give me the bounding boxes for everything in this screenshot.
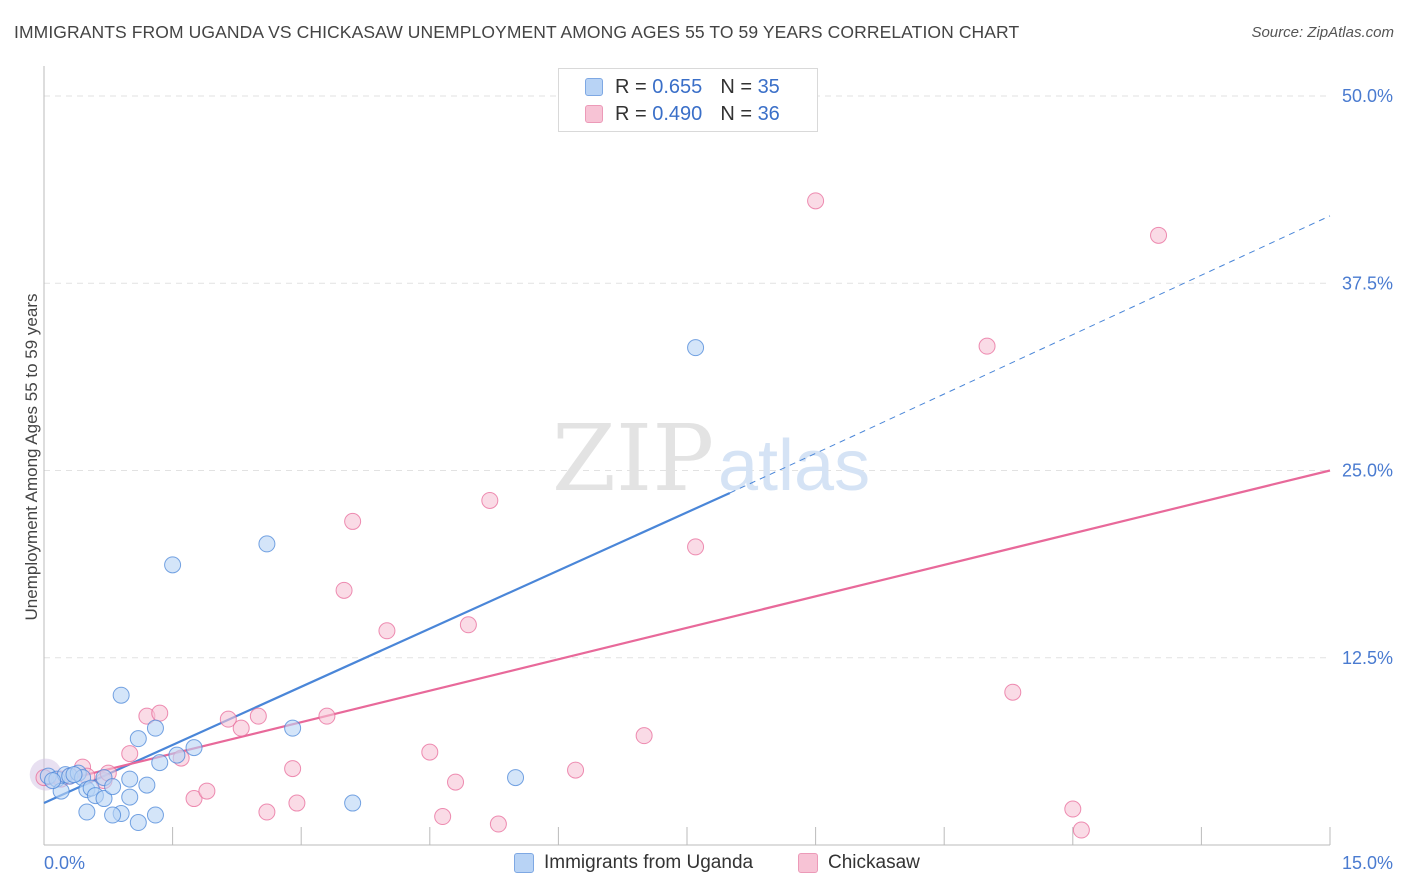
- data-point-uganda: [104, 806, 122, 824]
- data-point-chickasaw: [284, 760, 302, 778]
- data-point-chickasaw: [335, 581, 353, 599]
- data-point-chickasaw: [567, 761, 585, 779]
- legend-r-label: R =: [615, 102, 647, 125]
- data-point-uganda: [258, 535, 276, 553]
- trend-line-chickasaw: [43, 469, 1331, 787]
- bottom-legend-chickasaw: Chickasaw: [798, 852, 920, 874]
- legend-r-value: 0.655: [652, 75, 703, 98]
- axes: [43, 66, 1331, 846]
- data-point-uganda: [687, 339, 705, 357]
- data-point-uganda: [78, 803, 96, 821]
- data-point-chickasaw: [635, 727, 653, 745]
- legend-n-label: N =: [720, 102, 752, 125]
- data-point-chickasaw: [249, 707, 267, 725]
- legend-row-chickasaw: R = 0.490 N = 36: [585, 101, 780, 127]
- data-point-chickasaw: [1064, 800, 1082, 818]
- legend-n-value: 36: [757, 102, 780, 125]
- data-point-uganda: [164, 556, 182, 574]
- watermark: ZIP atlas: [552, 405, 870, 512]
- watermark-atlas: atlas: [718, 426, 870, 506]
- data-point-chickasaw: [185, 790, 203, 808]
- data-point-uganda: [185, 739, 203, 757]
- data-point-uganda: [44, 772, 62, 790]
- trend-line-uganda: [43, 491, 731, 805]
- data-point-uganda: [146, 806, 164, 824]
- data-point-uganda: [121, 788, 139, 806]
- legend-row-uganda: R = 0.655 N = 35: [585, 74, 780, 100]
- y-tick-label: 12.5%: [1342, 648, 1393, 668]
- data-point-uganda: [129, 814, 147, 832]
- data-point-chickasaw: [434, 808, 452, 826]
- data-point-uganda: [65, 766, 83, 784]
- legend-n-label: N =: [720, 75, 752, 98]
- data-point-uganda: [138, 776, 156, 794]
- data-point-chickasaw: [1004, 683, 1022, 701]
- y-tick-label: 37.5%: [1342, 273, 1393, 293]
- chart-title: IMMIGRANTS FROM UGANDA VS CHICKASAW UNEM…: [14, 22, 1020, 42]
- legend-r-label: R =: [615, 75, 647, 98]
- data-point-chickasaw: [447, 773, 465, 791]
- data-point-uganda: [151, 754, 169, 772]
- data-point-uganda: [95, 790, 113, 808]
- data-point-uganda: [112, 686, 130, 704]
- data-point-chickasaw: [1072, 821, 1090, 839]
- data-point-chickasaw: [288, 794, 306, 812]
- bottom-legend-swatch-uganda: [514, 853, 534, 873]
- data-point-uganda: [344, 794, 362, 812]
- tick-labels: 12.5% 25.0% 37.5% 50.0% 0.0% 15.0%: [44, 86, 1393, 873]
- data-point-chickasaw: [258, 803, 276, 821]
- data-points: [29, 192, 1168, 839]
- data-point-chickasaw: [151, 704, 169, 722]
- data-point-chickasaw: [687, 538, 705, 556]
- legend-swatch-chickasaw: [585, 105, 603, 123]
- grid-lines: [44, 95, 1330, 659]
- bottom-legend-uganda: Immigrants from Uganda: [514, 852, 753, 874]
- data-point-uganda: [121, 770, 139, 788]
- legend: R = 0.655 N = 35 R = 0.490 N = 36: [558, 68, 818, 132]
- data-point-chickasaw: [421, 743, 439, 761]
- bottom-legend-label-chickasaw: Chickasaw: [828, 852, 920, 873]
- data-point-chickasaw: [489, 815, 507, 833]
- data-point-uganda: [129, 730, 147, 748]
- data-point-chickasaw: [807, 192, 825, 210]
- trend-line-uganda-dashed: [729, 215, 1331, 494]
- data-point-chickasaw: [232, 719, 250, 737]
- legend-r-value: 0.490: [652, 102, 703, 125]
- y-tick-label: 50.0%: [1342, 86, 1393, 106]
- bottom-legend-swatch-chickasaw: [798, 853, 818, 873]
- x-tick-label-min: 0.0%: [44, 853, 85, 873]
- watermark-zip: ZIP: [552, 405, 714, 512]
- data-point-chickasaw: [481, 491, 499, 509]
- data-point-chickasaw: [219, 710, 237, 728]
- data-point-chickasaw: [344, 512, 362, 530]
- data-point-chickasaw: [459, 616, 477, 634]
- y-tick-label: 25.0%: [1342, 461, 1393, 481]
- legend-n-value: 35: [757, 75, 780, 98]
- data-point-chickasaw: [198, 782, 216, 800]
- data-point-chickasaw: [1150, 226, 1168, 244]
- data-point-chickasaw: [378, 622, 396, 640]
- data-point-uganda: [284, 719, 302, 737]
- data-point-uganda: [168, 746, 186, 764]
- data-point-uganda: [104, 778, 122, 796]
- data-point-chickasaw: [978, 337, 996, 355]
- trend-lines: [43, 215, 1331, 805]
- data-point-chickasaw: [121, 745, 139, 763]
- source-label: Source: ZipAtlas.com: [1251, 24, 1394, 41]
- data-point-uganda: [507, 769, 525, 787]
- y-axis-label: Unemployment Among Ages 55 to 59 years: [22, 294, 41, 621]
- data-point-chickasaw: [318, 707, 336, 725]
- bottom-legend-label-uganda: Immigrants from Uganda: [544, 852, 754, 873]
- data-point-uganda: [146, 719, 164, 737]
- x-tick-label-max: 15.0%: [1342, 853, 1393, 873]
- legend-swatch-uganda: [585, 78, 603, 96]
